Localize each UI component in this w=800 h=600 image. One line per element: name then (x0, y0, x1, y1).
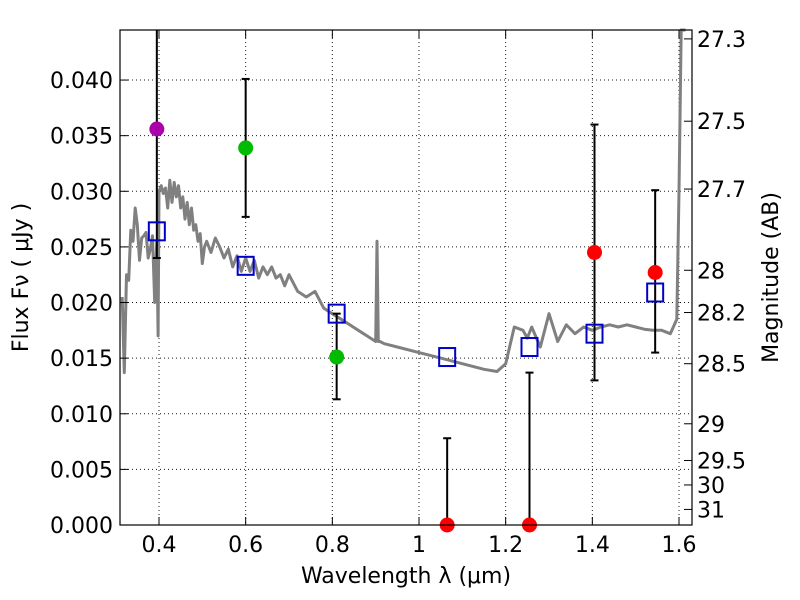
model-point (327, 303, 346, 324)
x-tick-label: 1.6 (662, 533, 697, 558)
y-tick-label: 0.030 (50, 180, 113, 205)
model-point (646, 282, 665, 303)
model-point (585, 323, 604, 344)
x-tick-label: 1.2 (488, 533, 523, 558)
sed-curve-line (120, 28, 686, 375)
mag-tick-label: 29 (697, 413, 725, 438)
model-point (438, 347, 457, 368)
observed-point (647, 264, 663, 280)
mag-tick-label: 27.7 (697, 178, 746, 203)
grid-layer (120, 30, 692, 526)
y-tick-label: 0.025 (50, 236, 113, 261)
errorbar-layer (152, 30, 660, 525)
mag-tick-label: 28.2 (697, 302, 746, 327)
y-tick-label: 0.010 (50, 403, 113, 428)
mag-tick-label: 27.3 (697, 28, 746, 53)
model-point (236, 255, 255, 276)
mag-tick-label: 30 (697, 474, 725, 499)
x-tick-label: 0.4 (142, 533, 177, 558)
observed-point (329, 349, 345, 365)
y-tick-label: 0.015 (50, 347, 113, 372)
y-tick-label: 0.000 (50, 514, 113, 539)
y2-axis-label: Magnitude (AB) (759, 192, 784, 363)
observed-point (587, 244, 602, 260)
mag-tick-label: 27.5 (697, 110, 746, 135)
plot-frame (119, 29, 693, 526)
mag-tick-label: 31 (697, 498, 725, 523)
observed-point (149, 121, 165, 137)
x-axis-label: Wavelength λ (μm) (301, 564, 511, 589)
x-tick-label: 0.6 (228, 533, 263, 558)
y-tick-label: 0.040 (50, 69, 113, 94)
observed-point (238, 140, 254, 156)
x-tick-label: 1.4 (575, 533, 610, 558)
y-tick-label: 0.035 (50, 125, 113, 150)
y-tick-label: 0.020 (50, 292, 113, 317)
model-point (147, 221, 166, 242)
ticks-layer: 0.4 0.6 0.8 1 1.2 1.4 1.6 0.000 0.005 0.010 0.015 0… (50, 28, 746, 558)
points-layer (147, 121, 665, 533)
mag-tick-label: 28 (697, 259, 725, 284)
x-tick-label: 0.8 (315, 533, 350, 558)
mag-tick-label: 29.5 (697, 449, 746, 474)
mag-tick-label: 28.5 (697, 353, 746, 378)
sed-layer (120, 28, 686, 375)
model-point (520, 337, 539, 358)
y-axis-label: Flux Fν ( μJy ) (9, 203, 34, 352)
y-tick-label: 0.005 (50, 458, 113, 483)
x-tick-label: 1 (412, 533, 426, 558)
